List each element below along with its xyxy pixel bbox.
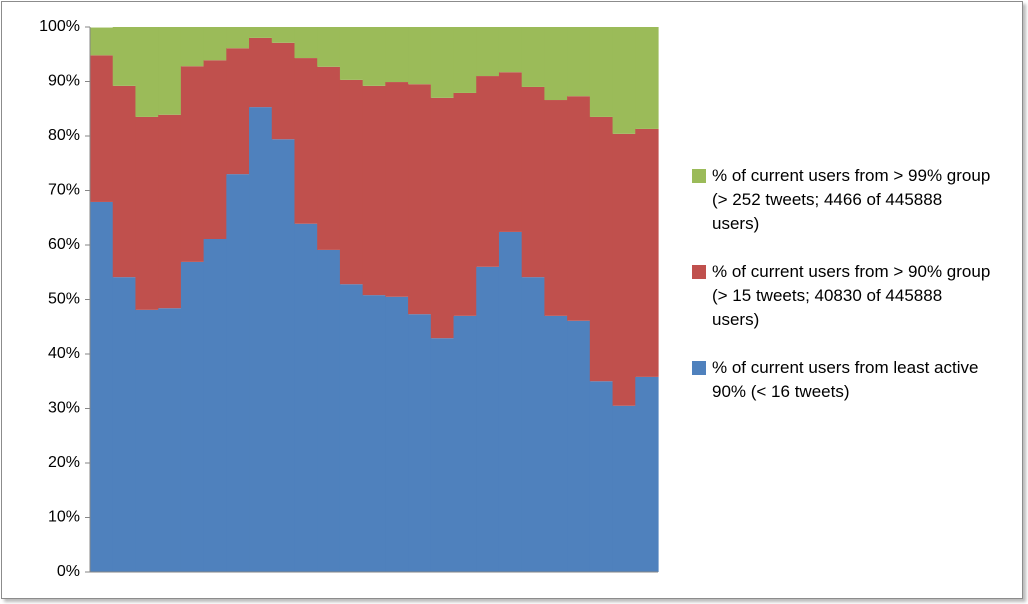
legend-label: % of current users from > 99% group (> 2… <box>712 166 991 233</box>
bar-segment <box>112 27 137 86</box>
bar-segment <box>362 295 386 572</box>
bar-segment <box>339 79 364 285</box>
bar-segment <box>589 27 614 117</box>
bar-segment <box>362 85 386 296</box>
bar-segment <box>589 381 614 572</box>
bar-segment <box>249 107 273 573</box>
bar-segment <box>294 58 318 224</box>
bar-segment <box>203 27 227 61</box>
bar-segment <box>589 116 614 382</box>
bar-segment <box>180 66 205 262</box>
y-tick-label: 50% <box>48 291 80 308</box>
bar-segment <box>544 315 568 572</box>
bar-segment <box>430 27 455 98</box>
bar-segment <box>567 320 591 572</box>
bar-segment <box>453 92 477 316</box>
bar-segment <box>135 116 159 310</box>
bar-segment <box>180 261 205 572</box>
bar-segment <box>112 85 137 278</box>
y-tick-label: 70% <box>48 182 80 199</box>
bar-segment <box>180 27 205 67</box>
bar-segment <box>226 48 250 175</box>
bar-segment <box>612 405 636 572</box>
bar-segment <box>567 27 591 97</box>
bar-segment <box>544 27 568 101</box>
bar-segment <box>430 338 455 572</box>
legend-item: % of current users from least active 90%… <box>692 356 992 404</box>
y-tick-label: 60% <box>48 236 80 253</box>
bar-segment <box>317 249 341 572</box>
bar-segment <box>476 266 500 572</box>
bar-segment <box>135 309 159 572</box>
bar-segment <box>271 27 296 43</box>
y-tick-label: 20% <box>48 454 80 471</box>
bar-segment <box>544 100 568 316</box>
bar-segment <box>498 27 523 73</box>
bar-segment <box>339 27 364 80</box>
bar-segment <box>385 27 409 83</box>
bar-segment <box>408 84 432 315</box>
bar-segment <box>498 231 523 573</box>
bar-segment <box>498 72 523 232</box>
legend-label: % of current users from least active 90%… <box>712 358 979 401</box>
bar-segment <box>476 76 500 267</box>
bar-segment <box>294 27 318 59</box>
bar-segment <box>362 27 386 86</box>
bar-segment <box>385 82 409 297</box>
y-tick-label: 30% <box>48 400 80 417</box>
y-tick-label: 100% <box>39 18 80 35</box>
bar-segment <box>635 376 659 572</box>
bar-segment <box>408 27 432 85</box>
bar-segment <box>158 27 182 115</box>
legend-swatch <box>692 169 706 183</box>
bar-segment <box>453 315 477 572</box>
y-tick-label: 90% <box>48 73 80 90</box>
legend-swatch <box>692 361 706 375</box>
y-tick-label: 40% <box>48 345 80 362</box>
bar-segment <box>203 60 227 240</box>
y-tick-label: 10% <box>48 509 80 526</box>
bar-segment <box>271 139 296 572</box>
bar-segment <box>635 27 659 129</box>
bar-segment <box>90 55 114 202</box>
bar-segment <box>135 27 159 117</box>
bar-segment <box>521 27 545 87</box>
bar-segment <box>521 86 545 278</box>
bar-segment <box>317 66 341 250</box>
bar-segment <box>521 277 545 572</box>
y-tick-label: 80% <box>48 127 80 144</box>
bar-segment <box>339 284 364 572</box>
bar-segment <box>271 42 296 140</box>
bar-segment <box>385 296 409 572</box>
bar-segment <box>612 133 636 406</box>
bar-segment <box>635 128 659 377</box>
bar-segment <box>612 27 636 134</box>
bar-segment <box>90 201 114 572</box>
bar-segment <box>158 114 182 309</box>
legend-item: % of current users from > 99% group (> 2… <box>692 164 992 236</box>
bar-segment <box>567 96 591 321</box>
bar-segment <box>249 37 273 108</box>
bar-segment <box>112 277 137 572</box>
bar-segment <box>317 27 341 67</box>
bar-segment <box>294 223 318 572</box>
bar-segment <box>90 27 114 56</box>
bar-segment <box>430 97 455 339</box>
legend-label: % of current users from > 90% group (> 1… <box>712 262 991 329</box>
legend-item: % of current users from > 90% group (> 1… <box>692 260 992 332</box>
bar-segment <box>408 314 432 572</box>
legend: % of current users from > 99% group (> 2… <box>692 164 992 428</box>
bar-segment <box>203 239 227 572</box>
legend-swatch <box>692 265 706 279</box>
bar-segment <box>476 27 500 77</box>
bar-segment <box>226 174 250 572</box>
bar-segment <box>158 308 182 572</box>
bar-segment <box>226 27 250 49</box>
y-tick-label: 0% <box>57 563 80 580</box>
bar-segment <box>453 27 477 93</box>
bar-segment <box>249 27 273 38</box>
